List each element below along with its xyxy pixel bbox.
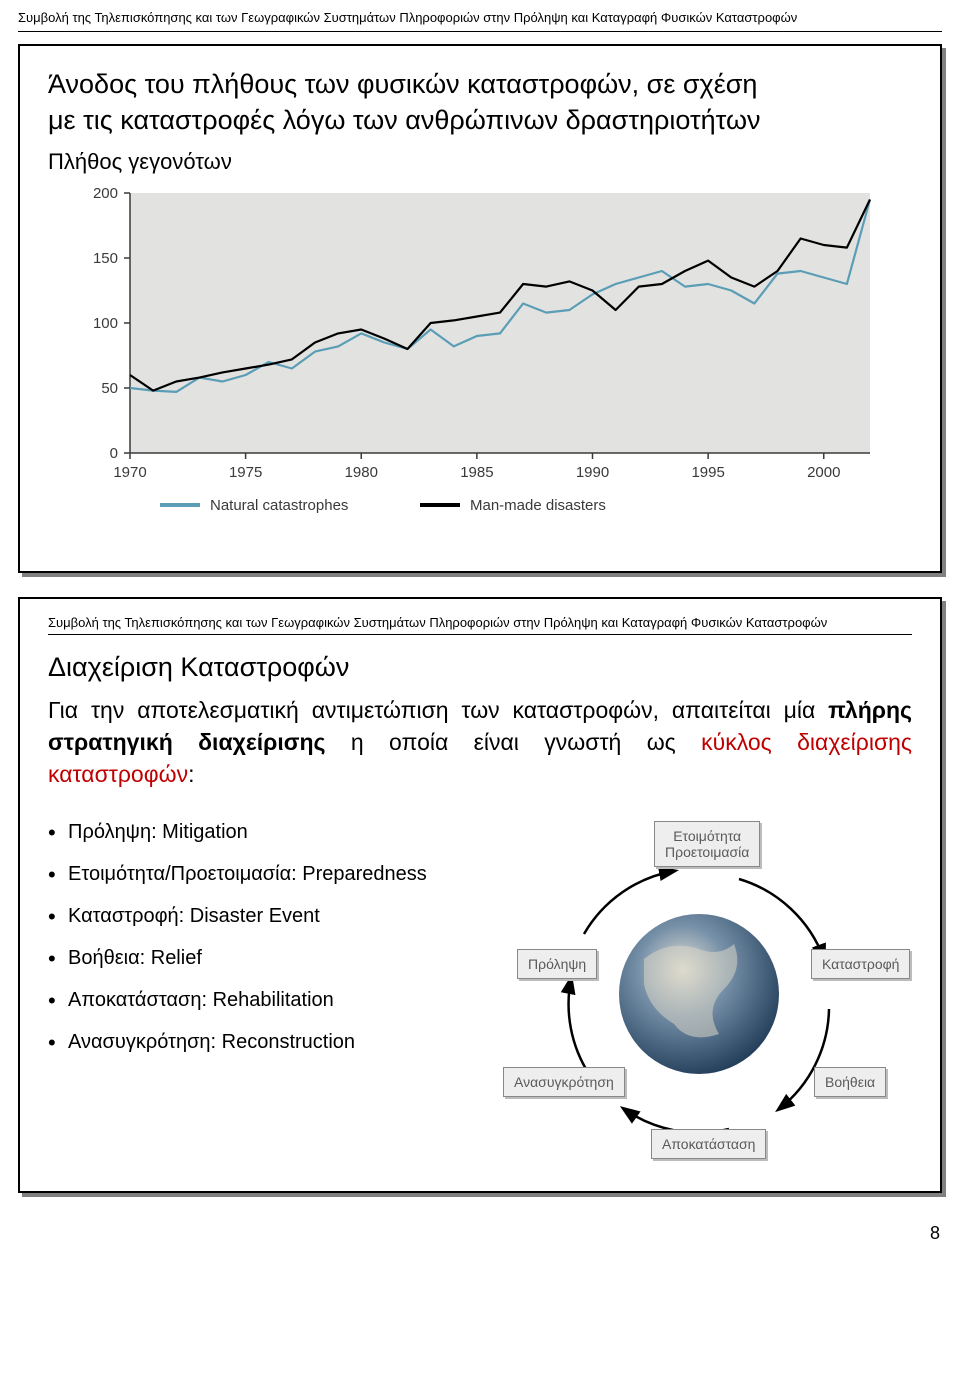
disaster-cycle: ΕτοιμότηταΠροετοιμασία Καταστροφή Βοήθει…: [489, 809, 909, 1169]
svg-text:1995: 1995: [691, 464, 724, 481]
body-post: :: [188, 761, 194, 787]
svg-text:2000: 2000: [807, 464, 840, 481]
svg-text:Man-made disasters: Man-made disasters: [470, 497, 606, 514]
bullet-item: Καταστροφή: Disaster Event: [48, 903, 468, 929]
svg-text:150: 150: [93, 250, 118, 267]
page-header-rule: [18, 31, 942, 32]
body-mid: η οποία είναι γνωστή ως: [326, 729, 702, 755]
svg-text:0: 0: [110, 445, 118, 462]
bullets-column: Πρόληψη: Mitigation Ετοιμότητα/Προετοιμασ…: [48, 809, 468, 1169]
slide-1: Άνοδος του πλήθους των φυσικών καταστροφ…: [18, 44, 942, 573]
node-right: Καταστροφή: [811, 949, 910, 979]
plot-background: [130, 193, 870, 453]
svg-text:1980: 1980: [345, 464, 378, 481]
line-chart: 0 50 100 150 200 1970 1975 1980 1985 1990 1995 200…: [70, 179, 890, 549]
slide1-subtitle: Πλήθος γεγονότων: [48, 149, 912, 175]
slide1-title-line2: με τις καταστροφές λόγω των ανθρώπινων δ…: [48, 105, 761, 135]
slide2-mini-rule: [48, 634, 912, 635]
node-bottom-right: Βοήθεια: [814, 1067, 886, 1097]
x-axis-ticks: 1970 1975 1980 1985 1990 1995 2000: [113, 453, 840, 481]
chart-legend: Natural catastrophes Man-made disasters: [160, 497, 606, 514]
bullet-list: Πρόληψη: Mitigation Ετοιμότητα/Προετοιμασ…: [48, 819, 468, 1055]
bullet-item: Πρόληψη: Mitigation: [48, 819, 468, 845]
bullet-item: Αποκατάσταση: Rehabilitation: [48, 987, 468, 1013]
svg-text:100: 100: [93, 315, 118, 332]
slide2-body: Για την αποτελεσματική αντιμετώπιση των …: [48, 695, 912, 790]
slide1-title: Άνοδος του πλήθους των φυσικών καταστροφ…: [48, 66, 912, 139]
bullet-item: Ανασυγκρότηση: Reconstruction: [48, 1029, 468, 1055]
slide1-title-line1: Άνοδος του πλήθους των φυσικών καταστροφ…: [48, 69, 757, 99]
svg-text:50: 50: [101, 380, 118, 397]
node-top: ΕτοιμότηταΠροετοιμασία: [654, 821, 760, 867]
page-header-text: Συμβολή της Τηλεπισκόπησης και των Γεωγρ…: [0, 0, 960, 29]
bullet-item: Βοήθεια: Relief: [48, 945, 468, 971]
slide2-columns: Πρόληψη: Mitigation Ετοιμότητα/Προετοιμασ…: [48, 809, 912, 1169]
svg-text:1975: 1975: [229, 464, 262, 481]
svg-text:Natural catastrophes: Natural catastrophes: [210, 497, 348, 514]
svg-text:1985: 1985: [460, 464, 493, 481]
body-pre: Για την αποτελεσματική αντιμετώπιση των …: [48, 697, 828, 723]
cycle-column: ΕτοιμότηταΠροετοιμασία Καταστροφή Βοήθει…: [486, 809, 912, 1169]
svg-text:200: 200: [93, 185, 118, 202]
node-bottom: Αποκατάσταση: [651, 1129, 766, 1159]
svg-text:1970: 1970: [113, 464, 146, 481]
svg-text:1990: 1990: [576, 464, 609, 481]
slide2-title: Διαχείριση Καταστροφών: [48, 649, 912, 685]
page-number: 8: [0, 1217, 960, 1258]
y-axis-ticks: 0 50 100 150 200: [93, 185, 130, 462]
bullet-item: Ετοιμότητα/Προετοιμασία: Preparedness: [48, 861, 468, 887]
slide-2: Συμβολή της Τηλεπισκόπησης και των Γεωγρ…: [18, 597, 942, 1193]
slide2-mini-header: Συμβολή της Τηλεπισκόπησης και των Γεωγρ…: [48, 613, 912, 632]
chart-area: 0 50 100 150 200 1970 1975 1980 1985 1990 1995 200…: [70, 179, 890, 549]
node-left: Πρόληψη: [517, 949, 597, 979]
node-bottom-left: Ανασυγκρότηση: [503, 1067, 625, 1097]
